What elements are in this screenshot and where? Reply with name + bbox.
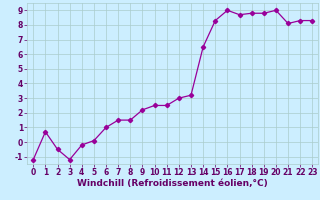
X-axis label: Windchill (Refroidissement éolien,°C): Windchill (Refroidissement éolien,°C) xyxy=(77,179,268,188)
